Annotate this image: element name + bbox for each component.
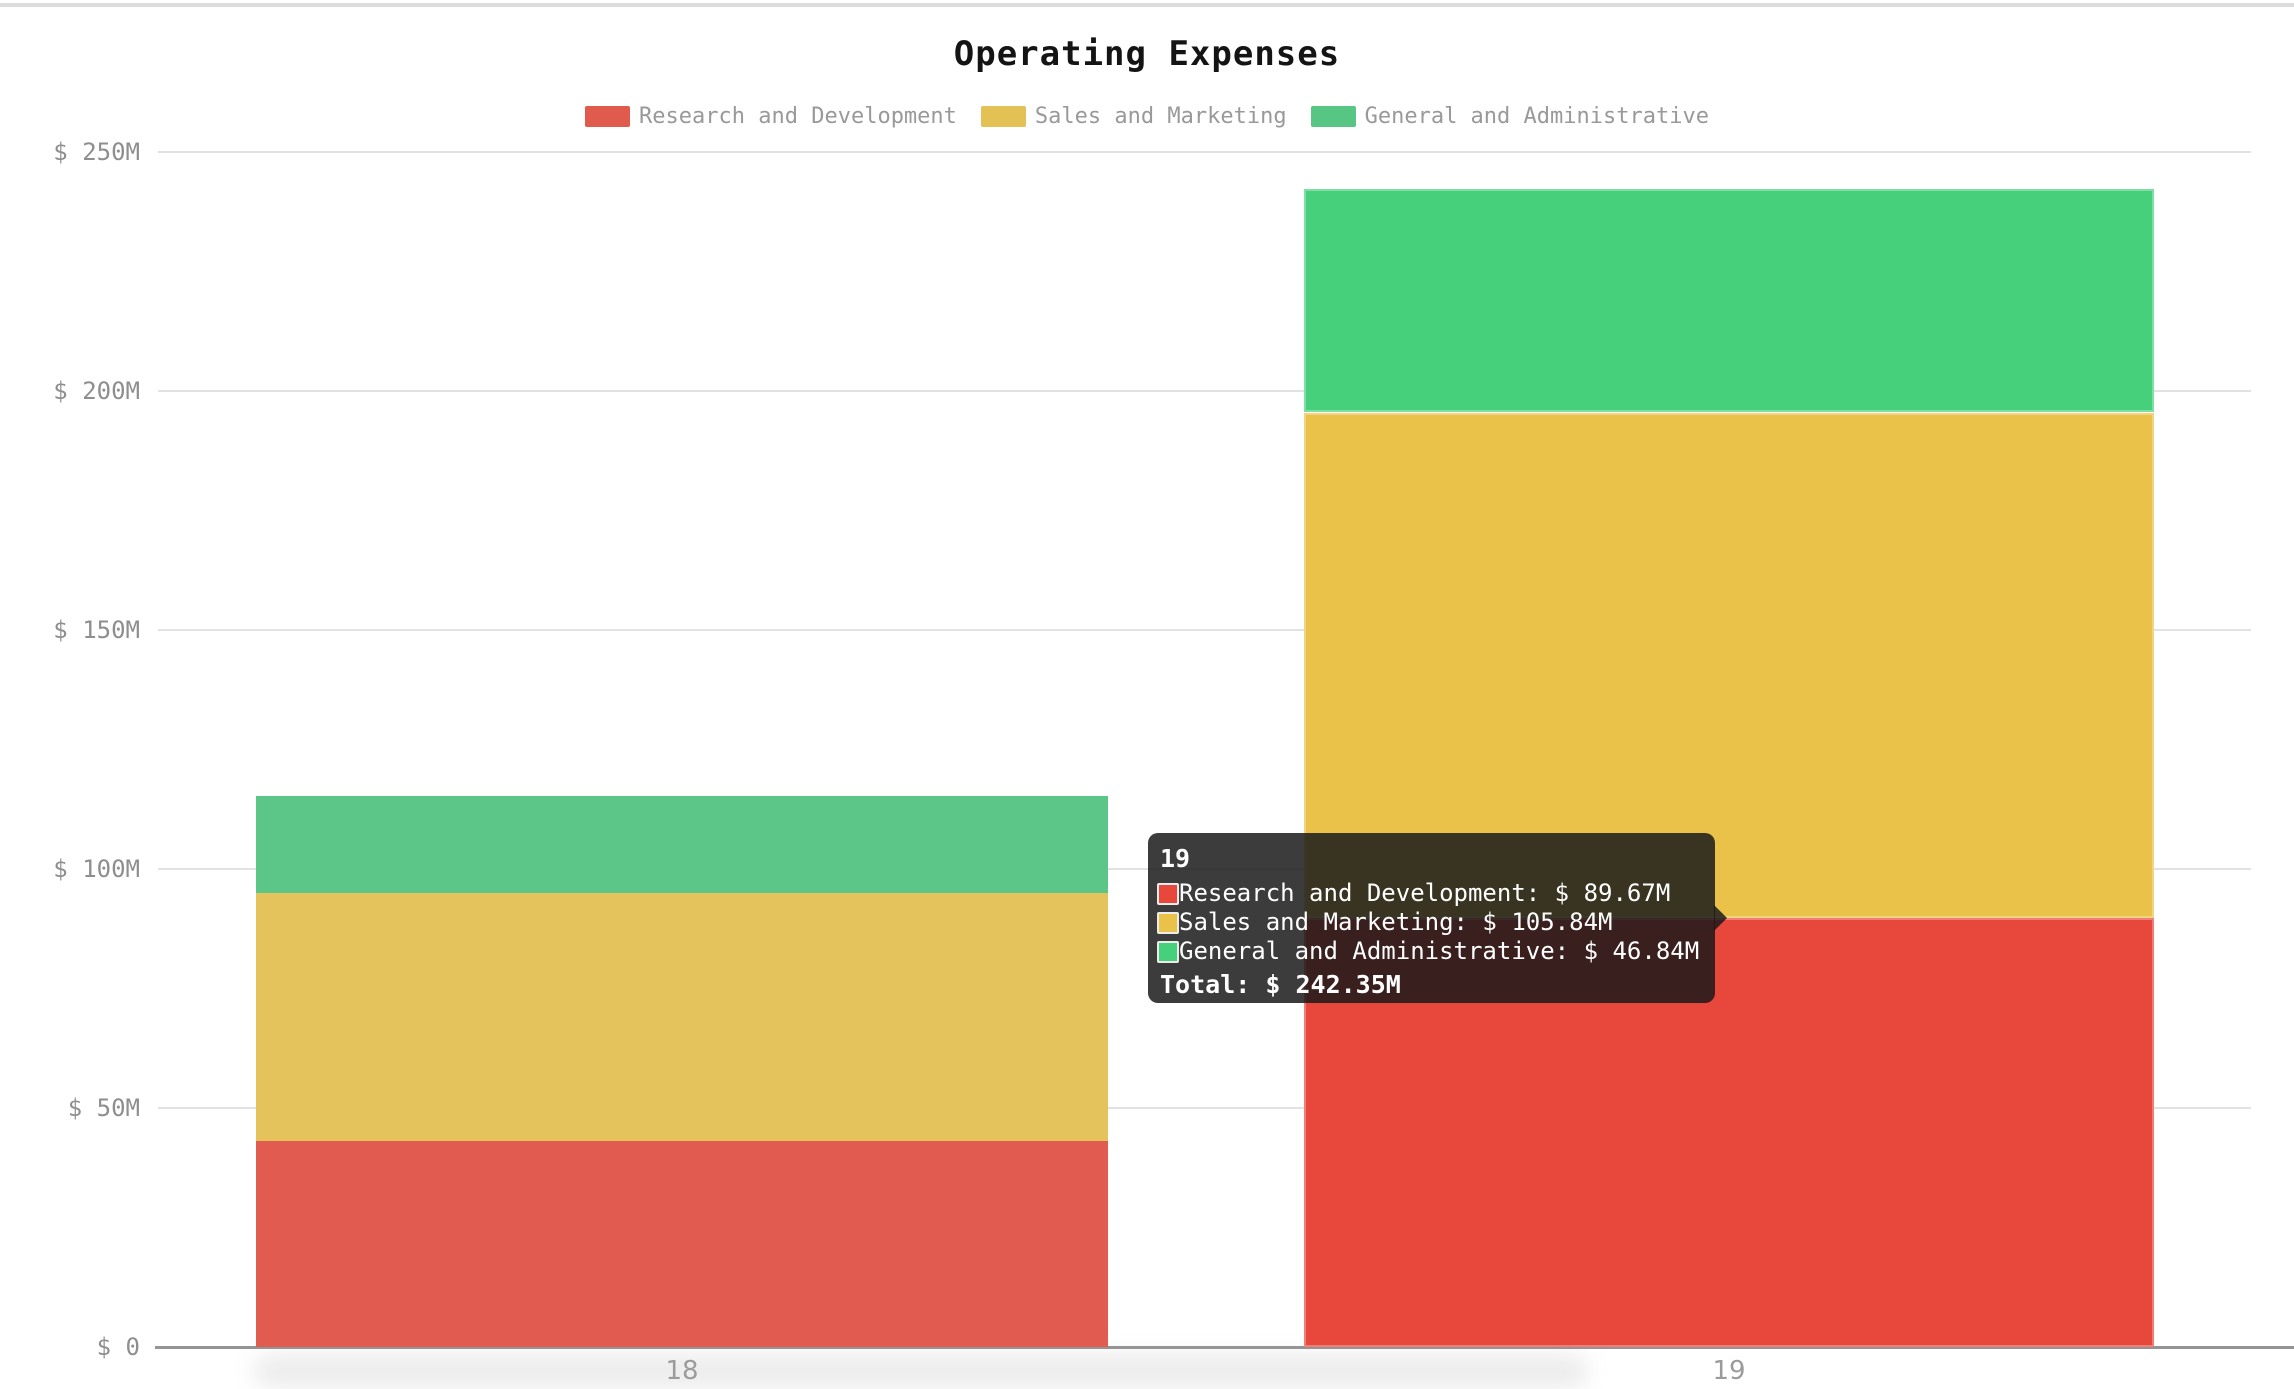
tooltip-row-text: Research and Development: $ 89.67M: [1179, 879, 1671, 907]
legend-item-label: Sales and Marketing: [1034, 104, 1287, 129]
bar-18-segment-research-and-development[interactable]: [256, 1141, 1108, 1347]
bar-19-segment-general-and-administrative[interactable]: [1304, 188, 2154, 413]
tooltip-series-marker-icon: [1157, 911, 1179, 934]
tooltip-series-marker-icon: [1157, 882, 1179, 905]
legend-item-label: Research and Development: [639, 104, 957, 129]
tooltip: 19 Research and Development: $ 89.67M Sal…: [1148, 833, 1727, 1003]
tooltip-category-label: 19: [1160, 844, 1191, 873]
legend-item-research-and-development[interactable]: Research and Development: [585, 104, 957, 129]
x-axis-line: [155, 1346, 2294, 1349]
gridline-50: [158, 1107, 2251, 1109]
y-axis-tick-label: $ 150M: [53, 616, 140, 644]
tooltip-row-text: Sales and Marketing: $ 105.84M: [1179, 908, 1613, 936]
legend-marker-icon: [1310, 106, 1356, 127]
tooltip-rows: Research and Development: $ 89.67M Sales …: [1157, 879, 1699, 966]
chart-title: Operating Expenses: [953, 34, 1341, 74]
y-axis-tick-label: $ 250M: [53, 138, 140, 166]
legend-marker-icon: [980, 106, 1026, 127]
bar-18-segment-general-and-administrative[interactable]: [256, 795, 1108, 893]
x-axis-tick-label-19: 19: [1712, 1356, 1746, 1386]
y-axis-tick-label: $ 200M: [53, 377, 140, 405]
gridline-150: [158, 629, 2251, 631]
legend-item-label: General and Administrative: [1364, 104, 1709, 129]
x-axis-tick-label-18: 18: [665, 1356, 699, 1386]
legend: Research and Development Sales and Market…: [0, 104, 2294, 129]
tooltip-arrow-icon: [1714, 905, 1727, 931]
legend-marker-icon: [585, 106, 631, 127]
bar-18-segment-sales-and-marketing[interactable]: [256, 892, 1108, 1141]
gridline-200: [158, 390, 2251, 392]
tooltip-series-marker-icon: [1157, 940, 1179, 963]
gridline-250: [158, 151, 2251, 153]
tooltip-total: Total: $ 242.35M: [1160, 970, 1401, 999]
legend-item-general-and-administrative[interactable]: General and Administrative: [1310, 104, 1709, 129]
tooltip-row: Sales and Marketing: $ 105.84M: [1157, 908, 1699, 937]
tooltip-row: General and Administrative: $ 46.84M: [1157, 937, 1699, 966]
y-axis-tick-label: $ 0: [96, 1333, 140, 1361]
y-axis-tick-label: $ 50M: [67, 1094, 140, 1122]
legend-item-sales-and-marketing[interactable]: Sales and Marketing: [980, 104, 1287, 129]
y-axis-tick-label: $ 100M: [53, 855, 140, 883]
bottom-shadow: [253, 1353, 1589, 1389]
tooltip-row-text: General and Administrative: $ 46.84M: [1179, 937, 1700, 965]
top-divider: [0, 3, 2294, 7]
tooltip-row: Research and Development: $ 89.67M: [1157, 879, 1699, 908]
